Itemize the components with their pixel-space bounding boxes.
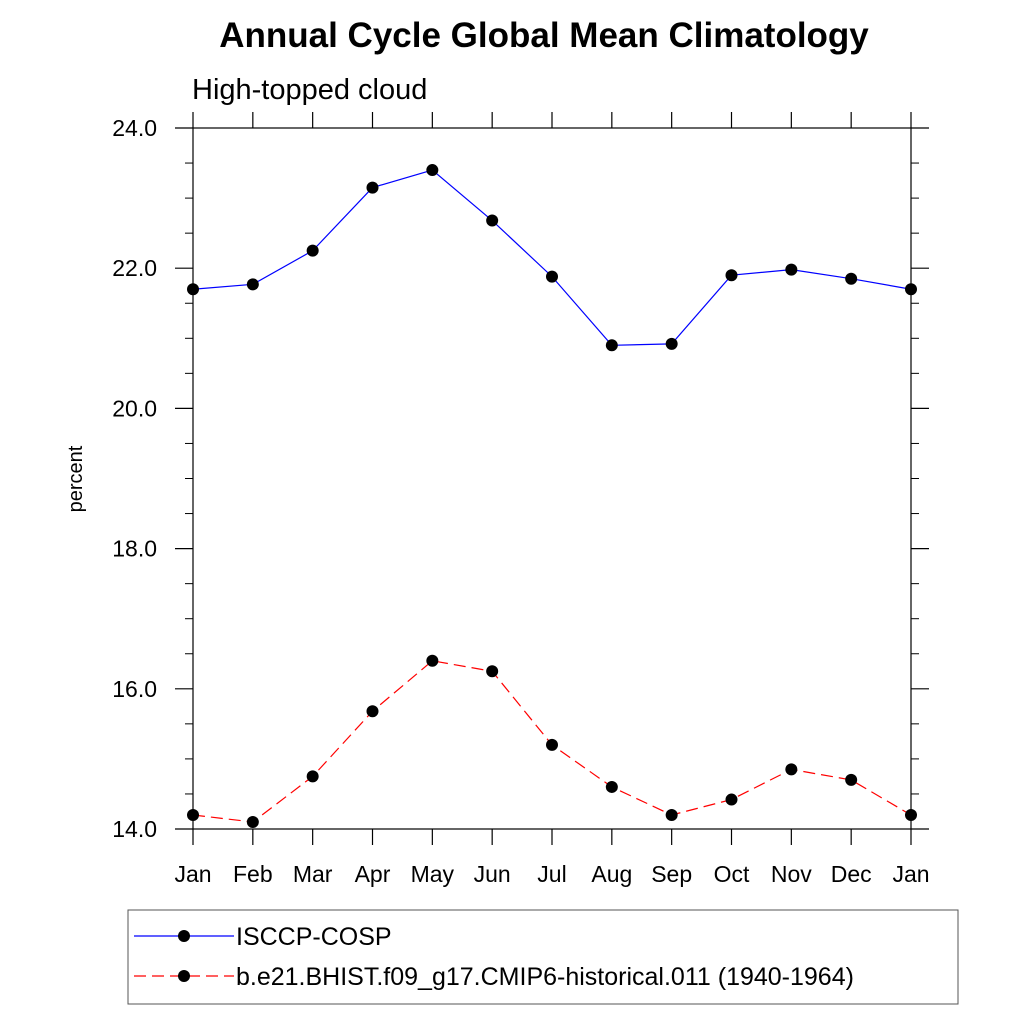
legend-label: ISCCP-COSP xyxy=(236,923,392,951)
y-tick-label: 14.0 xyxy=(112,816,157,842)
x-tick-label: Nov xyxy=(771,861,812,887)
x-tick-label: May xyxy=(411,861,455,887)
x-tick-label: Sep xyxy=(651,861,692,887)
series-1 xyxy=(187,164,917,352)
data-point xyxy=(725,269,738,282)
data-point xyxy=(605,780,618,793)
y-axis-label: percent xyxy=(65,445,87,512)
x-tick-label: Aug xyxy=(591,861,632,887)
data-point xyxy=(785,263,798,276)
data-point xyxy=(366,705,379,718)
data-point xyxy=(306,770,319,783)
y-tick-label: 24.0 xyxy=(112,115,157,141)
data-point xyxy=(546,738,558,751)
x-tick-label: Jan xyxy=(174,861,211,887)
data-point xyxy=(306,244,319,257)
data-point xyxy=(605,339,618,352)
series-line xyxy=(192,169,912,346)
x-tick-label: Oct xyxy=(714,861,750,887)
data-point xyxy=(366,181,379,194)
data-point xyxy=(905,283,917,296)
data-point xyxy=(665,808,678,821)
legend-label: b.e21.BHIST.f09_g17.CMIP6-historical.011… xyxy=(236,963,854,991)
legend-marker xyxy=(178,970,190,982)
data-point xyxy=(665,337,678,350)
data-point xyxy=(845,272,858,285)
y-tick-label: 22.0 xyxy=(112,255,157,281)
data-point xyxy=(546,270,558,283)
x-tick-label: Dec xyxy=(831,861,872,887)
plot-frame xyxy=(192,127,912,830)
data-point xyxy=(426,164,439,177)
data-point xyxy=(426,654,439,667)
x-tick-label: Jan xyxy=(892,861,929,887)
y-tick-label: 16.0 xyxy=(112,676,157,702)
data-point xyxy=(845,773,858,786)
legend-marker xyxy=(178,930,190,942)
data-point xyxy=(725,793,738,806)
series-2 xyxy=(187,654,917,828)
legend: ISCCP-COSP b.e21.BHIST.f09_g17.CMIP6-hist… xyxy=(127,909,959,1005)
chart-subtitle: High-topped cloud xyxy=(192,74,427,106)
y-tick-label: 18.0 xyxy=(112,536,157,562)
data-point xyxy=(246,278,259,291)
data-point xyxy=(486,665,499,678)
axes: 14.0 16.0 18.0 20.0 22.0 24.0 Jan Feb Mar Apr May J… xyxy=(112,112,930,887)
series-layer xyxy=(187,164,917,828)
x-tick-label: Jun xyxy=(474,861,511,887)
x-tick-label: Jul xyxy=(537,861,566,887)
data-point xyxy=(187,283,199,296)
x-tick-label: Feb xyxy=(233,861,273,887)
y-tick-label: 20.0 xyxy=(112,395,157,421)
data-point xyxy=(785,763,798,776)
data-point xyxy=(246,815,259,828)
legend-box xyxy=(127,909,959,1005)
x-tick-label: Apr xyxy=(355,861,391,887)
data-point xyxy=(905,808,917,821)
data-point xyxy=(486,214,499,227)
x-tick-label: Mar xyxy=(293,861,333,887)
data-point xyxy=(187,808,199,821)
chart-title: Annual Cycle Global Mean Climatology xyxy=(219,16,869,55)
